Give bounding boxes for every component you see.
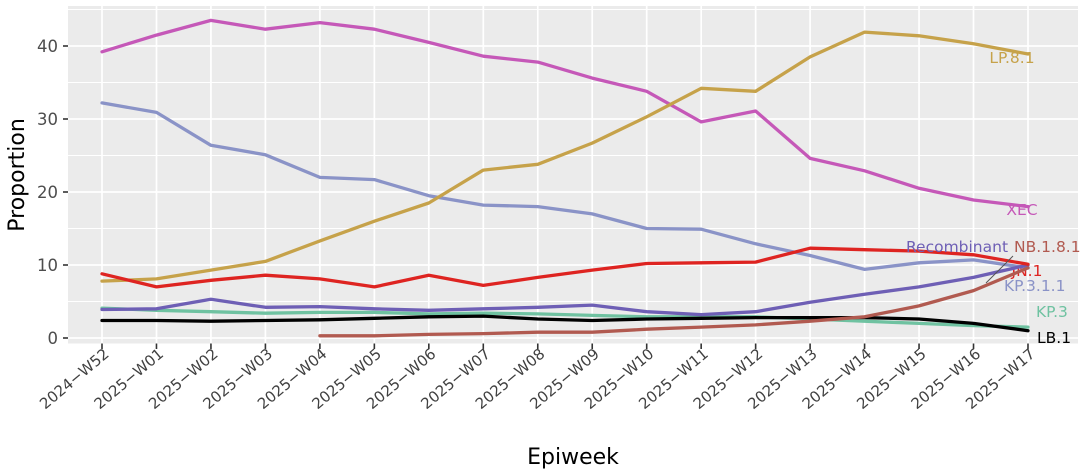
series-line-kp-3 (100, 306, 1030, 329)
series-line-xec (100, 18, 1030, 209)
series-label-xec: XEC (1006, 201, 1037, 219)
series-line-kp-3-1-1 (100, 101, 1030, 272)
y-tick-label: 40 (37, 37, 58, 56)
series-line-lb-1 (100, 314, 1030, 333)
series-line-nb-1-8-1 (318, 266, 1030, 338)
series-line-jn-1 (100, 246, 1030, 289)
y-tick-label: 20 (37, 183, 58, 202)
y-tick-label: 0 (48, 329, 59, 348)
series-label-lp-8-1: LP.8.1 (989, 49, 1034, 67)
series-label-kp-3: KP.3 (1036, 303, 1068, 321)
series-line-lp-8-1 (100, 30, 1030, 283)
y-tick-label: 30 (37, 110, 58, 129)
series-label-kp-3-1-1: KP.3.1.1 (1004, 277, 1065, 295)
series-label-lb-1: LB.1 (1037, 329, 1071, 347)
chart-generated-layer: 0102030402024−W522025−W012025−W022025−W0… (36, 6, 1080, 413)
y-tick-label: 10 (37, 256, 58, 275)
y-axis-title: Proportion (5, 118, 30, 232)
series-label-recombinant: Recombinant (906, 238, 1008, 256)
series-label-nb-1-8-1: NB.1.8.1 (1014, 238, 1080, 256)
series-line-recombinant (100, 263, 1030, 317)
nb181-label-leader-line (985, 255, 1014, 284)
plot-panel (68, 6, 1078, 344)
x-axis-title: Epiweek (527, 445, 619, 470)
